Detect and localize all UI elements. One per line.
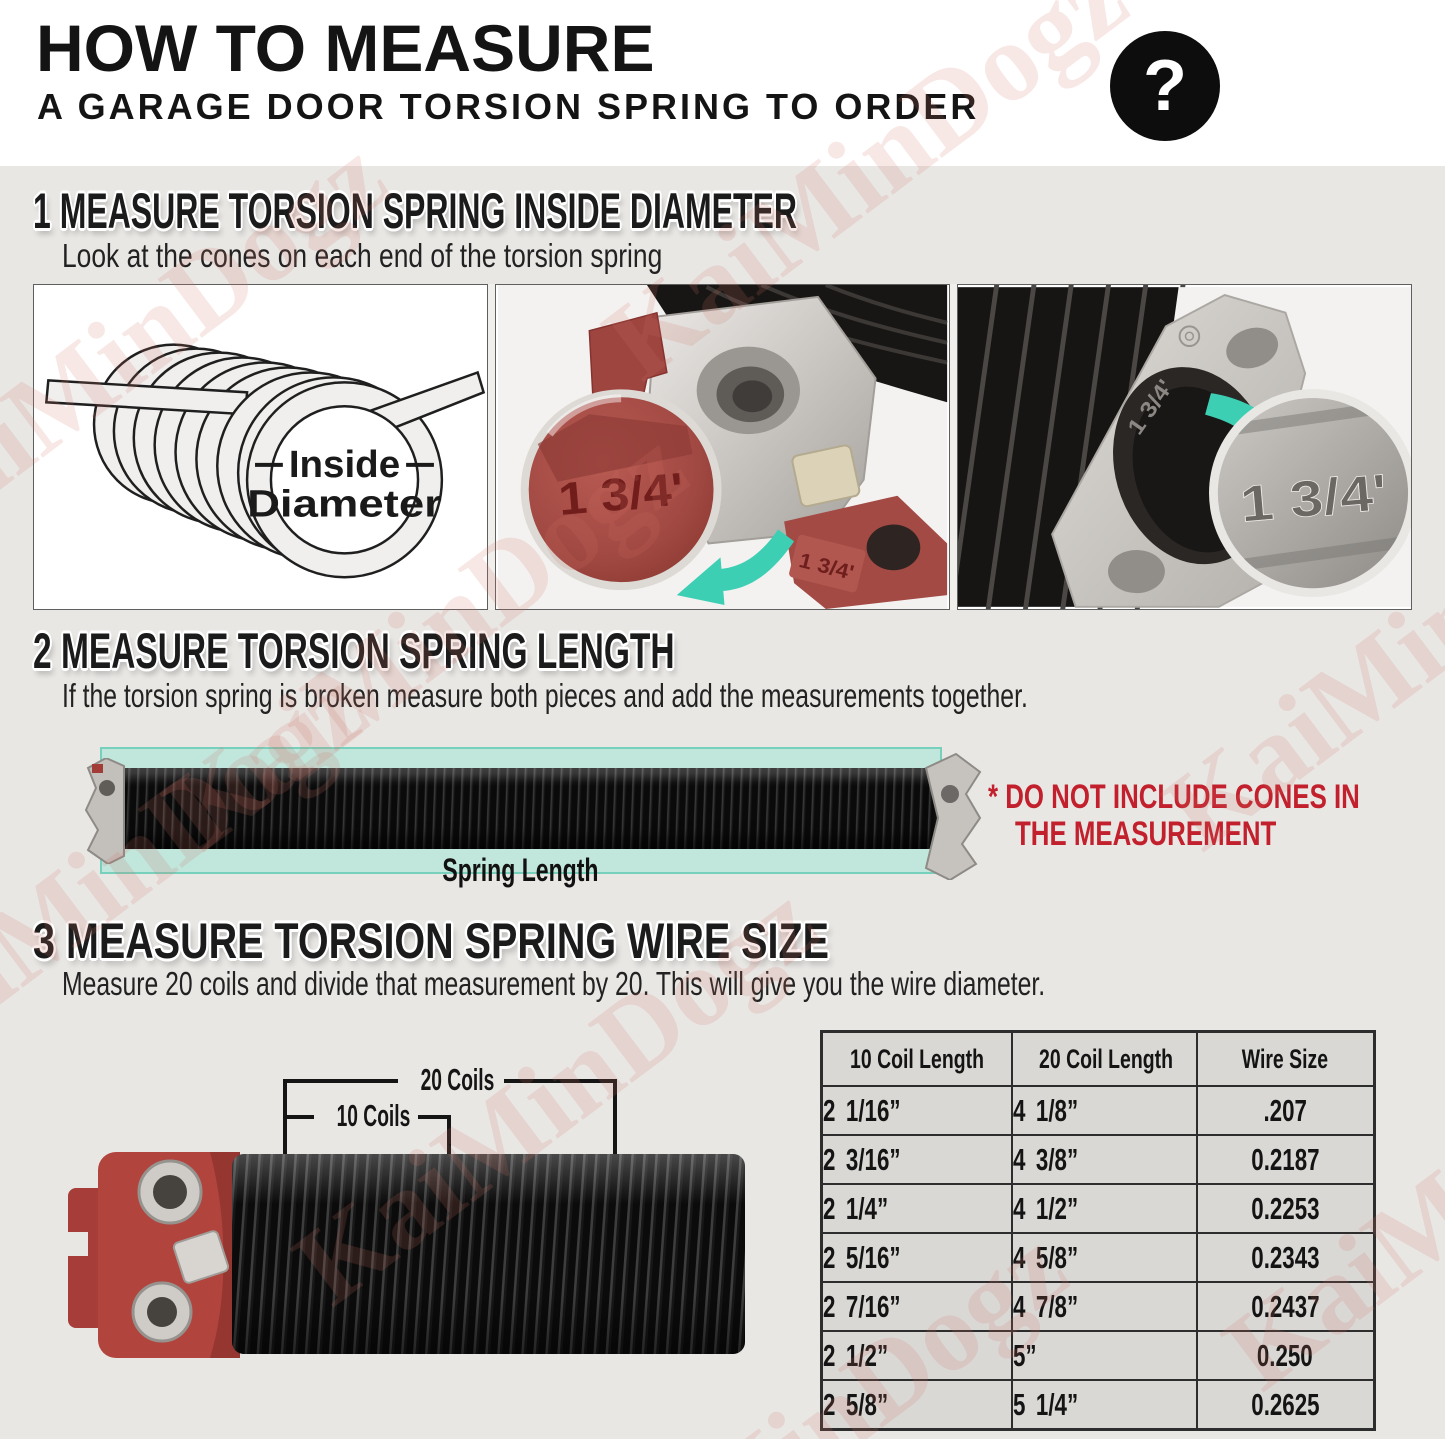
header: HOW TO MEASURE A GARAGE DOOR TORSION SPR… (0, 0, 1445, 166)
torsion-spring-photo-horizontal (114, 768, 940, 849)
magnifier-circle: 1 3/4' (520, 389, 722, 591)
bracket-20coils-line-right (504, 1079, 617, 1083)
spring-length-caption: Spring Length (441, 852, 599, 888)
cone-stamp-small: 1 3/4' (789, 534, 866, 593)
table-row: 2 1/16” 4 1/8” .207 (820, 1085, 1376, 1136)
wire-size-table: 10 Coil Length 20 Coil Length Wire Size … (820, 1030, 1376, 1431)
spring-coil-diagram: Inside Diameter (44, 343, 486, 579)
page-title: HOW TO MEASURE (36, 11, 655, 85)
magnifier-circle: 1 3/4' (1209, 389, 1411, 597)
label-20-coils: 20 Coils (420, 1062, 495, 1097)
bracket-20coils-line-left (285, 1079, 398, 1083)
table-row: 2 5/8” 5 1/4” 0.2625 (820, 1379, 1376, 1431)
table-row: 2 1/2” 5” 0.250 (820, 1330, 1376, 1381)
col-header-wire-size: Wire Size (1195, 1030, 1376, 1087)
question-mark-glyph: ? (1143, 46, 1187, 126)
question-mark-icon: ? (1110, 31, 1220, 141)
table-row: 2 3/16” 4 3/8” 0.2187 (820, 1134, 1376, 1185)
red-cone-photo: 1 3/4' 1 3/4' (497, 285, 948, 609)
table-header-row: 10 Coil Length 20 Coil Length Wire Size (820, 1030, 1376, 1087)
section1-heading: 1 MEASURE TORSION SPRING INSIDE DIAMETER (33, 183, 797, 239)
bracket-10coils-tick (447, 1115, 451, 1159)
spring-line-drawing-panel: Inside Diameter (33, 284, 488, 610)
spring-closeup-photo (68, 1152, 745, 1358)
bracket-10coils-line-left (285, 1115, 314, 1119)
section1-subtext: Look at the cones on each end of the tor… (62, 237, 663, 274)
page-subtitle: A GARAGE DOOR TORSION SPRING TO ORDER (37, 86, 980, 127)
bracket-20coils-tick (613, 1079, 617, 1159)
section3-subtext: Measure 20 coils and divide that measure… (62, 965, 1046, 1002)
magnified-size-text: 1 3/4' (556, 463, 685, 525)
inside-diameter-figure-row: Inside Diameter (33, 284, 1412, 610)
right-cone (924, 752, 982, 880)
red-winding-cone (68, 1152, 240, 1358)
black-coil-body (232, 1154, 745, 1354)
section2-heading: 2 MEASURE TORSION SPRING LENGTH (33, 623, 675, 679)
table-row: 2 1/4” 4 1/2” 0.2253 (820, 1183, 1376, 1234)
inside-diameter-label-line2: Diameter (247, 484, 442, 526)
section2-subtext: If the torsion spring is broken measure … (62, 677, 1028, 714)
magnified-size-text: 1 3/4' (1238, 463, 1389, 533)
red-cone-photo-panel: 1 3/4' 1 3/4' (495, 284, 950, 610)
col-header-10-coil-length: 10 Coil Length (820, 1030, 1013, 1087)
col-header-20-coil-length: 20 Coil Length (1010, 1030, 1198, 1087)
teal-arrow-icon (676, 529, 795, 606)
table-row: 2 5/16” 4 5/8” 0.2343 (820, 1232, 1376, 1283)
aluminum-cone-photo-panel: 1 3/4' 1 3/4' (957, 284, 1412, 610)
inside-diameter-label-line1: Inside (289, 444, 400, 486)
bracket-10coils-line-right (418, 1115, 451, 1119)
label-10-coils: 10 Coils (336, 1098, 411, 1133)
cones-warning-note: * DO NOT INCLUDE CONES IN THE MEASUREMEN… (988, 778, 1360, 853)
aluminum-cone-photo: 1 3/4' 1 3/4' (958, 285, 1411, 609)
left-cone (84, 758, 125, 864)
table-row: 2 7/16” 4 7/8” 0.2437 (820, 1281, 1376, 1332)
section3-heading: 3 MEASURE TORSION SPRING WIRE SIZE (33, 913, 829, 969)
